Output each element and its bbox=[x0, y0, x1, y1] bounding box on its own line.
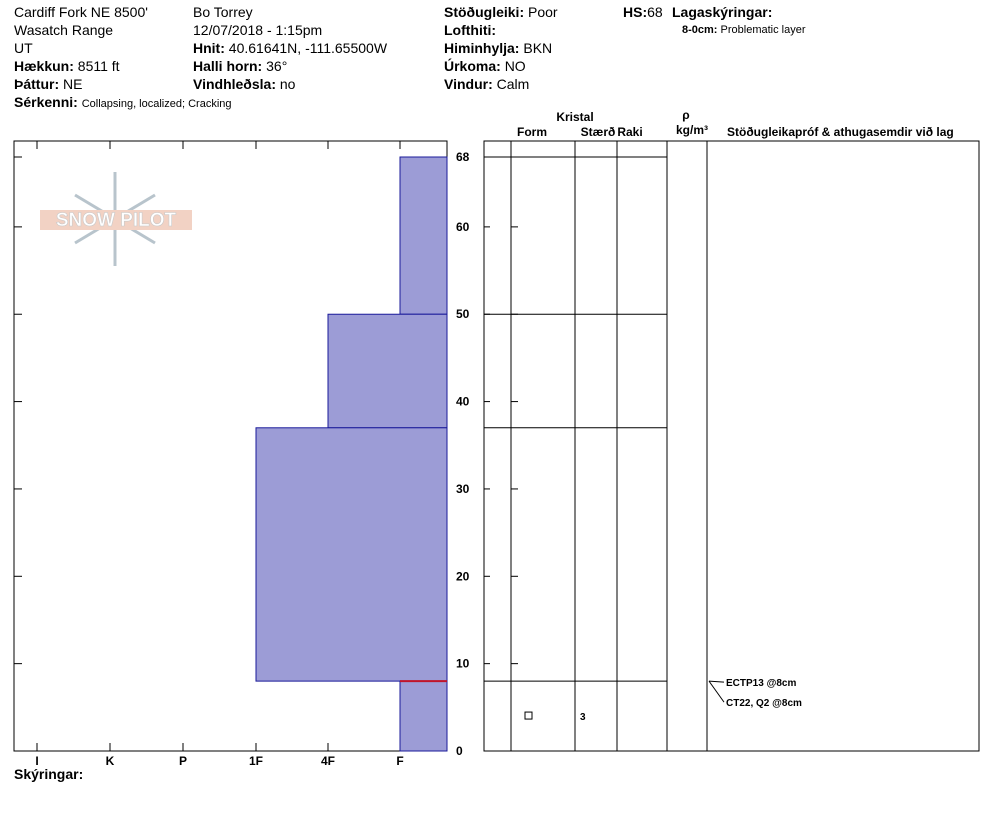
label: Sérkenni: bbox=[14, 94, 78, 110]
value: 68 bbox=[647, 4, 663, 20]
value: Collapsing, localized; Cracking bbox=[81, 98, 232, 110]
label: Skýringar: bbox=[14, 766, 84, 782]
hardness-layer bbox=[327, 313, 448, 429]
wind-loading-row: Vindhleðsla: no bbox=[193, 76, 295, 92]
label: Vindur: bbox=[444, 76, 493, 92]
crystal-form bbox=[524, 711, 533, 720]
elevation-row: Hækkun: 8511 ft bbox=[14, 58, 120, 74]
slope-row: Halli horn: 36° bbox=[193, 58, 287, 74]
header: Stærð bbox=[581, 125, 616, 139]
header: Kristal bbox=[556, 110, 593, 124]
label: Vindhleðsla: bbox=[193, 76, 276, 92]
hardness-label: 1F bbox=[249, 754, 263, 768]
value: no bbox=[279, 76, 296, 92]
label: Lofthiti: bbox=[444, 22, 497, 38]
hardness-label: 4F bbox=[321, 754, 335, 768]
height-label: 0 bbox=[456, 744, 463, 758]
header: Form bbox=[517, 125, 547, 139]
height-label: 68 bbox=[456, 150, 470, 164]
height-label: 20 bbox=[456, 569, 470, 583]
aspect-row: Þáttur: NE bbox=[14, 76, 82, 92]
label: Þáttur: bbox=[14, 76, 60, 92]
header: kg/m³ bbox=[676, 123, 708, 137]
height-label: 30 bbox=[456, 482, 470, 496]
test-arrow bbox=[708, 680, 725, 703]
header: Stöðugleikapróf & athugasemdir við lag bbox=[727, 125, 954, 139]
label: Himinhylja: bbox=[444, 40, 520, 56]
label: Úrkoma: bbox=[444, 58, 501, 74]
column-headers: Kristal Form Stærð Raki ρ kg/m³ Stöðugle… bbox=[517, 108, 954, 139]
height-label: 60 bbox=[456, 220, 470, 234]
test-result: ECTP13 @8cm bbox=[726, 678, 796, 689]
legend-title: Lagaskýringar: bbox=[672, 4, 772, 20]
air-temp-row: Lofthiti: bbox=[444, 22, 496, 38]
label: Stöðugleiki: bbox=[444, 4, 525, 20]
hardness-layer bbox=[399, 680, 448, 752]
stability-row: Stöðugleiki: Poor bbox=[444, 4, 558, 20]
hardness-label: F bbox=[396, 754, 403, 768]
header: ρ bbox=[682, 108, 689, 122]
legend-row: 8-0cm: Problematic layer bbox=[682, 24, 806, 36]
hardness-layer bbox=[255, 427, 448, 682]
label: Hnit: bbox=[193, 40, 225, 56]
value: NE bbox=[63, 76, 83, 92]
height-label: 10 bbox=[456, 657, 470, 671]
features-row: Sérkenni: Collapsing, localized; Crackin… bbox=[14, 94, 232, 110]
value: 8511 ft bbox=[77, 58, 120, 74]
test-result: CT22, Q2 @8cm bbox=[726, 698, 802, 709]
label: Halli horn: bbox=[193, 58, 263, 74]
datetime: 12/07/2018 - 1:15pm bbox=[193, 22, 323, 38]
test-arrow bbox=[708, 680, 725, 683]
value: Poor bbox=[528, 4, 558, 20]
precip-row: Úrkoma: NO bbox=[444, 58, 526, 74]
label: 8-0cm: bbox=[682, 24, 718, 36]
value: NO bbox=[504, 58, 526, 74]
crystal-size: 3 bbox=[580, 712, 586, 723]
wind-row: Vindur: Calm bbox=[444, 76, 529, 92]
location: Cardiff Fork NE 8500' bbox=[14, 4, 148, 20]
table-columns bbox=[510, 141, 708, 751]
value: Calm bbox=[496, 76, 530, 92]
logo-text: SNOW PILOT bbox=[56, 210, 177, 231]
header: Raki bbox=[617, 125, 642, 139]
state: UT bbox=[14, 40, 33, 56]
label: Lagaskýringar: bbox=[672, 4, 773, 20]
value: 36° bbox=[266, 58, 288, 74]
hs-row: HS:68 bbox=[623, 4, 663, 20]
hardness-label: P bbox=[179, 754, 187, 768]
logo-band bbox=[40, 210, 192, 230]
label: Hækkun: bbox=[14, 58, 74, 74]
value: Problematic layer bbox=[720, 24, 806, 36]
observer: Bo Torrey bbox=[193, 4, 253, 20]
height-label: 40 bbox=[456, 395, 470, 409]
notes-label: Skýringar: bbox=[14, 766, 83, 782]
sky-row: Himinhylja: BKN bbox=[444, 40, 552, 56]
table-frame bbox=[483, 140, 980, 752]
hardness-label: I bbox=[35, 754, 38, 768]
height-label: 50 bbox=[456, 307, 470, 321]
label: HS: bbox=[623, 4, 648, 20]
hardness-label: K bbox=[106, 754, 115, 768]
coords-row: Hnit: 40.61641N, -111.65500W bbox=[193, 40, 387, 56]
hardness-layer bbox=[399, 156, 448, 315]
range: Wasatch Range bbox=[14, 22, 114, 38]
value: BKN bbox=[523, 40, 553, 56]
value: 40.61641N, -111.65500W bbox=[228, 40, 388, 56]
